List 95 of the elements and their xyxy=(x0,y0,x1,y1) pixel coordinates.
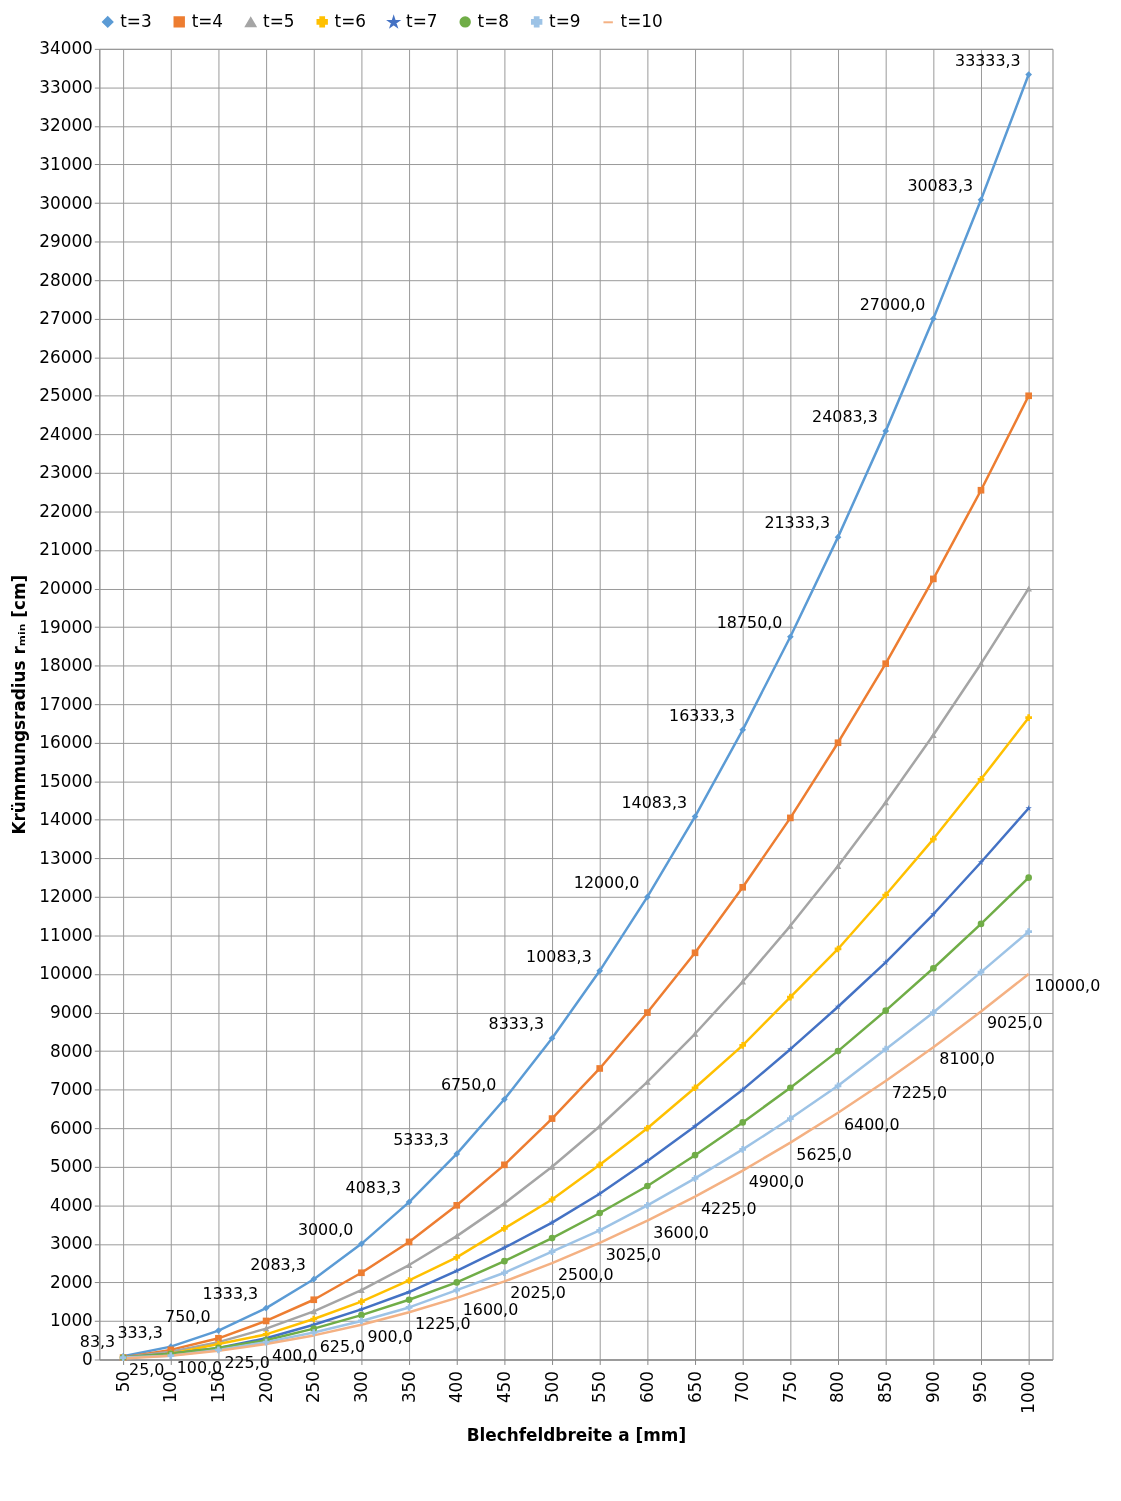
y-tick-label: 15000 xyxy=(39,770,93,791)
y-tick-label: 33000 xyxy=(39,76,93,97)
y-tick-label: 10000 xyxy=(39,963,93,984)
x-tick-label: 400 xyxy=(446,1370,467,1404)
data-label: 12000,0 xyxy=(573,872,640,892)
legend-label: t=6 xyxy=(334,10,367,31)
y-tick-label: 19000 xyxy=(39,616,93,637)
data-label: 4900,0 xyxy=(748,1172,805,1192)
y-tick-label: 16000 xyxy=(39,732,93,753)
y-tick-label: 30000 xyxy=(39,192,93,213)
y-tick-label: 4000 xyxy=(49,1194,93,1215)
x-tick-label: 450 xyxy=(493,1370,514,1404)
data-label: 8100,0 xyxy=(939,1049,995,1069)
data-label: 3600,0 xyxy=(653,1222,709,1242)
data-label: 625,0 xyxy=(319,1337,366,1357)
y-tick-label: 9000 xyxy=(49,1002,93,1023)
x-axis-title: Blechfeldbreite a [mm] xyxy=(466,1424,687,1445)
data-label: 333,3 xyxy=(117,1322,163,1342)
data-label: 6400,0 xyxy=(843,1114,900,1134)
y-tick-label: 34000 xyxy=(39,38,93,59)
y-tick-label: 22000 xyxy=(39,500,93,521)
x-tick-label: 800 xyxy=(827,1370,848,1404)
x-tick-label: 650 xyxy=(684,1370,705,1404)
x-tick-label: 600 xyxy=(636,1370,657,1404)
legend-label: t=4 xyxy=(191,10,224,31)
y-tick-label: 29000 xyxy=(39,231,93,252)
data-label: 4083,3 xyxy=(345,1178,402,1198)
legend-label: t=8 xyxy=(477,10,510,31)
data-label: 16333,3 xyxy=(669,705,735,725)
data-label: 5625,0 xyxy=(796,1144,852,1164)
data-label: 5333,3 xyxy=(393,1129,449,1149)
x-tick-label: 300 xyxy=(350,1370,371,1404)
data-label: 21333,3 xyxy=(764,513,831,533)
data-label: 7225,0 xyxy=(891,1082,948,1102)
data-label: 14083,3 xyxy=(621,792,688,812)
data-label: 1333,3 xyxy=(202,1284,259,1304)
data-label: 10000,0 xyxy=(1034,975,1101,995)
x-tick-label: 500 xyxy=(541,1370,562,1404)
data-label: 900,0 xyxy=(367,1326,413,1346)
x-tick-label: 700 xyxy=(732,1370,753,1404)
y-tick-label: 17000 xyxy=(39,693,93,714)
data-label: 400,0 xyxy=(272,1345,318,1365)
y-tick-label: 8000 xyxy=(49,1040,93,1061)
y-tick-label: 14000 xyxy=(39,809,93,830)
x-tick-label: 950 xyxy=(970,1370,991,1404)
y-axis-title: Krümmungsradius rₘᵢₙ [cm] xyxy=(9,574,30,835)
data-label: 33333,3 xyxy=(955,50,1021,70)
data-label: 3000,0 xyxy=(297,1219,354,1239)
y-tick-label: 31000 xyxy=(39,153,93,174)
x-tick-label: 850 xyxy=(875,1370,896,1404)
legend-label: t=5 xyxy=(263,11,295,32)
x-tick-label: 250 xyxy=(303,1370,324,1404)
y-tick-label: 2000 xyxy=(49,1271,93,1292)
data-label: 2500,0 xyxy=(558,1265,614,1285)
data-label: 2083,3 xyxy=(250,1255,306,1275)
x-tick-label: 750 xyxy=(779,1370,800,1404)
data-label: 4225,0 xyxy=(701,1198,757,1218)
y-tick-label: 26000 xyxy=(39,346,93,367)
y-tick-label: 1000 xyxy=(49,1310,93,1331)
data-label: 750,0 xyxy=(165,1306,211,1326)
x-tick-label: 1000 xyxy=(1018,1370,1039,1414)
data-label: 9025,0 xyxy=(986,1013,1043,1033)
data-label: 18750,0 xyxy=(716,612,783,632)
legend-label: t=7 xyxy=(406,11,438,32)
x-tick-label: 550 xyxy=(589,1370,610,1404)
y-tick-label: 23000 xyxy=(39,462,93,483)
y-tick-label: 20000 xyxy=(39,577,93,598)
data-label: 30083,3 xyxy=(907,175,974,195)
y-tick-label: 32000 xyxy=(39,115,93,136)
data-label: 27000,0 xyxy=(859,294,926,314)
y-tick-label: 24000 xyxy=(39,423,93,444)
y-tick-label: 18000 xyxy=(39,655,93,676)
x-tick-label: 900 xyxy=(922,1370,943,1404)
y-tick-label: 11000 xyxy=(39,924,93,945)
y-tick-label: 6000 xyxy=(49,1117,93,1138)
legend-label: t=3 xyxy=(120,10,152,31)
y-tick-label: 28000 xyxy=(39,269,93,290)
y-tick-label: 12000 xyxy=(39,886,93,907)
data-label: 225,0 xyxy=(224,1352,270,1372)
y-tick-label: 3000 xyxy=(49,1233,93,1254)
y-tick-label: 21000 xyxy=(39,539,93,560)
x-tick-label: 350 xyxy=(398,1370,419,1404)
data-label: 8333,3 xyxy=(488,1014,545,1034)
y-tick-label: 7000 xyxy=(49,1079,93,1100)
legend-label: t=10 xyxy=(620,11,663,32)
legend-label: t=9 xyxy=(549,10,581,31)
y-tick-label: 5000 xyxy=(49,1156,93,1177)
data-label: 6750,0 xyxy=(440,1075,497,1095)
data-label: 10083,3 xyxy=(526,946,592,966)
x-tick-label: 200 xyxy=(255,1370,276,1404)
data-label: 24083,3 xyxy=(812,407,878,427)
y-tick-label: 13000 xyxy=(39,847,93,868)
y-tick-label: 25000 xyxy=(39,385,93,406)
y-tick-label: 27000 xyxy=(39,308,93,329)
data-label: 3025,0 xyxy=(605,1244,662,1264)
